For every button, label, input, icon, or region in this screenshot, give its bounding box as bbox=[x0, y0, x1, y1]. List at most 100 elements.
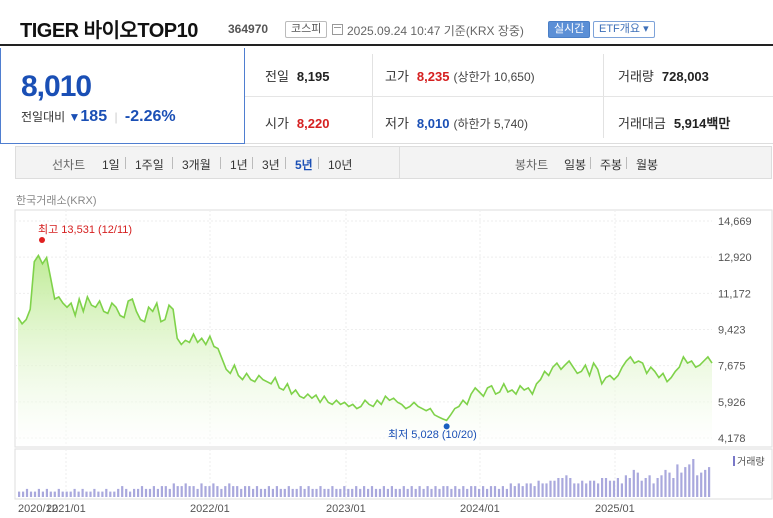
volume-bar bbox=[608, 480, 612, 497]
quote-timestamp: 2025.09.24 10:47 기준(KRX 장중) bbox=[347, 24, 524, 38]
volume-bar bbox=[148, 488, 152, 497]
candle-weekly[interactable]: 주봉 bbox=[600, 158, 623, 172]
volume-bar bbox=[303, 488, 306, 497]
volume-bar bbox=[73, 488, 76, 497]
volume-bar bbox=[509, 483, 512, 497]
volume-bar bbox=[577, 483, 580, 497]
volume-bar bbox=[565, 475, 568, 497]
candle-chart-label: 봉차트 bbox=[515, 158, 549, 172]
divider bbox=[245, 96, 773, 97]
stock-code: 364970 bbox=[228, 22, 269, 36]
volume-bar bbox=[164, 486, 167, 497]
volume-legend-swatch bbox=[733, 456, 735, 466]
volume-bar bbox=[228, 483, 231, 497]
volume-bar bbox=[418, 486, 421, 497]
volume-bar bbox=[402, 486, 405, 497]
volume-legend-label: 거래량 bbox=[737, 456, 765, 468]
volume-bar bbox=[541, 483, 544, 497]
etf-overview-dropdown[interactable]: ETF개요 ▾ bbox=[593, 21, 655, 38]
volume-bar bbox=[85, 491, 88, 497]
volume-bar bbox=[307, 486, 310, 497]
volume-bar bbox=[172, 483, 175, 497]
lower-limit: (하한가 5,740) bbox=[453, 117, 528, 131]
realtime-button[interactable]: 실시간 bbox=[548, 21, 591, 38]
volume-bar bbox=[105, 488, 108, 497]
volume-bar bbox=[545, 483, 548, 497]
volume-frame bbox=[14, 448, 773, 500]
volume-bar bbox=[271, 488, 274, 497]
turnover-value: 5,914 bbox=[673, 116, 707, 131]
volume-bar bbox=[430, 488, 433, 497]
volume-bar bbox=[180, 486, 183, 497]
volume-bar bbox=[426, 486, 429, 497]
period-3y[interactable]: 3년 bbox=[262, 158, 280, 172]
volume-bar bbox=[640, 480, 643, 497]
volume-bar bbox=[573, 483, 576, 497]
period-toolbar: 선차트 1일 1주일 3개월 1년 3년 5년 10년 봉차트 일봉 주봉 월봉 bbox=[15, 146, 772, 179]
chart-frame bbox=[14, 209, 773, 448]
volume-bar bbox=[505, 488, 508, 497]
volume-bar bbox=[236, 486, 239, 497]
data-source-label: 한국거래소(KRX) bbox=[16, 195, 97, 207]
divider bbox=[125, 157, 126, 169]
down-arrow-icon: ▼ bbox=[68, 110, 81, 124]
volume-bar bbox=[382, 486, 385, 497]
volume-bar bbox=[192, 486, 195, 497]
volume-bar bbox=[612, 480, 616, 497]
period-3m[interactable]: 3개월 bbox=[182, 158, 211, 172]
change-value: 185 bbox=[80, 108, 108, 125]
volume-bar bbox=[692, 459, 695, 497]
volume-bar bbox=[390, 486, 393, 497]
volume-bar bbox=[125, 488, 128, 497]
x-tick-label: 2021/01 bbox=[46, 503, 86, 515]
volume-bar bbox=[466, 488, 469, 497]
volume-bar bbox=[458, 488, 461, 497]
volume-bar bbox=[61, 491, 64, 497]
divider bbox=[318, 157, 319, 169]
volume-bar bbox=[315, 488, 318, 497]
open-label: 시가 bbox=[265, 116, 289, 131]
volume-bar bbox=[200, 483, 203, 497]
volume-bar bbox=[133, 488, 136, 497]
prev-close-value: 8,195 bbox=[296, 69, 330, 84]
low-label: 저가 bbox=[385, 116, 409, 131]
volume-bar bbox=[339, 488, 342, 497]
volume-bar bbox=[196, 488, 199, 497]
volume-cell: 거래량 728,003 bbox=[618, 66, 709, 85]
stock-name: TIGER 바이오TOP10 bbox=[20, 20, 198, 42]
turnover-unit: 백만 bbox=[706, 116, 731, 131]
volume-bar bbox=[18, 491, 21, 497]
period-1y[interactable]: 1년 bbox=[230, 158, 248, 172]
volume-bar bbox=[335, 488, 338, 497]
change-label: 전일대비 bbox=[21, 110, 66, 124]
prev-close-cell: 전일 8,195 bbox=[265, 66, 329, 85]
volume-bar bbox=[482, 486, 485, 497]
volume-bar bbox=[438, 488, 441, 497]
volume-bar bbox=[442, 486, 445, 497]
volume-bar bbox=[569, 478, 572, 497]
period-10y[interactable]: 10년 bbox=[328, 158, 353, 172]
volume-bar bbox=[374, 488, 378, 497]
high-annotation: 최고 13,531 (12/11) bbox=[38, 223, 132, 236]
volume-bar bbox=[93, 488, 96, 497]
candle-monthly[interactable]: 월봉 bbox=[636, 158, 659, 172]
volume-bar bbox=[708, 467, 711, 497]
volume-bar bbox=[319, 486, 322, 497]
volume-bar bbox=[394, 488, 397, 497]
period-1w[interactable]: 1주일 bbox=[135, 158, 164, 172]
volume-bar bbox=[521, 486, 524, 497]
volume-bar bbox=[501, 486, 504, 497]
period-1d[interactable]: 1일 bbox=[102, 158, 120, 172]
volume-bar bbox=[561, 478, 564, 497]
volume-bar bbox=[434, 486, 437, 497]
period-5y[interactable]: 5년 bbox=[295, 158, 313, 172]
candle-daily[interactable]: 일봉 bbox=[564, 158, 587, 172]
volume-bar bbox=[212, 483, 215, 497]
volume-bar bbox=[97, 491, 100, 497]
divider bbox=[285, 157, 286, 169]
volume-bar bbox=[275, 486, 278, 497]
volume-bar bbox=[81, 488, 84, 497]
volume-bar bbox=[244, 486, 247, 497]
prev-close-label: 전일 bbox=[265, 69, 289, 84]
volume-bar bbox=[664, 469, 667, 497]
